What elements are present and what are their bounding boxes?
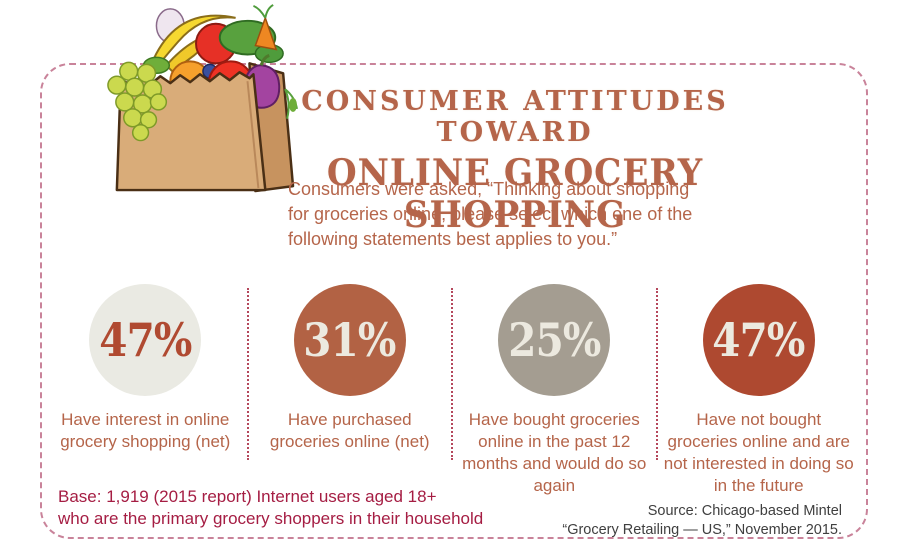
survey-question: Consumers were asked, “Thinking about sh… [288,177,758,252]
dotted-divider [451,288,453,460]
base-note-line: who are the primary grocery shoppers in … [58,509,484,528]
stat-label: Have interest in online grocery shopping… [60,410,231,451]
stat-purchased: 31% Have purchased groceries online (net… [249,284,452,453]
source-note: Source: Chicago-based Mintel “Grocery Re… [562,502,842,540]
stats-row: 47% Have interest in online grocery shop… [44,284,860,497]
page-title-line2: ONLINE GROCERY SHOPPING [326,152,704,236]
stat-value: 31% [303,313,397,367]
stat-value: 47% [712,313,806,367]
source-note-line: Source: Chicago-based Mintel [647,503,842,519]
survey-question-line: Consumers were asked, “Thinking about sh… [288,179,690,199]
dotted-divider [246,288,249,460]
stat-circle: 31% [293,284,406,396]
stat-not-interested: 47% Have not bought groceries online and… [658,284,861,497]
survey-question-line: following statements best applies to you… [288,229,618,249]
grocery-bag-icon [107,4,298,193]
stat-label: Have purchased groceries online (net) [269,410,430,451]
stat-interest: 47% Have interest in online grocery shop… [44,284,247,453]
stat-circle: 47% [702,284,815,396]
dotted-divider [655,288,658,460]
survey-question-line: for groceries online, please select whic… [288,204,693,224]
title-block: CONSUMER ATTITUDES TOWARD ONLINE GROCERY… [225,86,805,236]
stat-past-12-months: 25% Have bought groceries online in the … [453,284,656,497]
stat-circle: 47% [89,284,202,396]
source-note-line: “Grocery Retailing — US,” November 2015. [562,522,842,538]
stat-label: Have not bought groceries online and are… [663,410,854,495]
stat-value: 47% [99,313,192,367]
stat-value: 25% [508,313,601,367]
stat-circle: 25% [498,284,611,396]
base-note-line: Base: 1,919 (2015 report) Internet users… [58,487,437,506]
base-note: Base: 1,919 (2015 report) Internet users… [58,486,483,530]
stat-label: Have bought groceries online in the past… [462,410,647,495]
page-title-line1: CONSUMER ATTITUDES TOWARD [301,86,729,148]
